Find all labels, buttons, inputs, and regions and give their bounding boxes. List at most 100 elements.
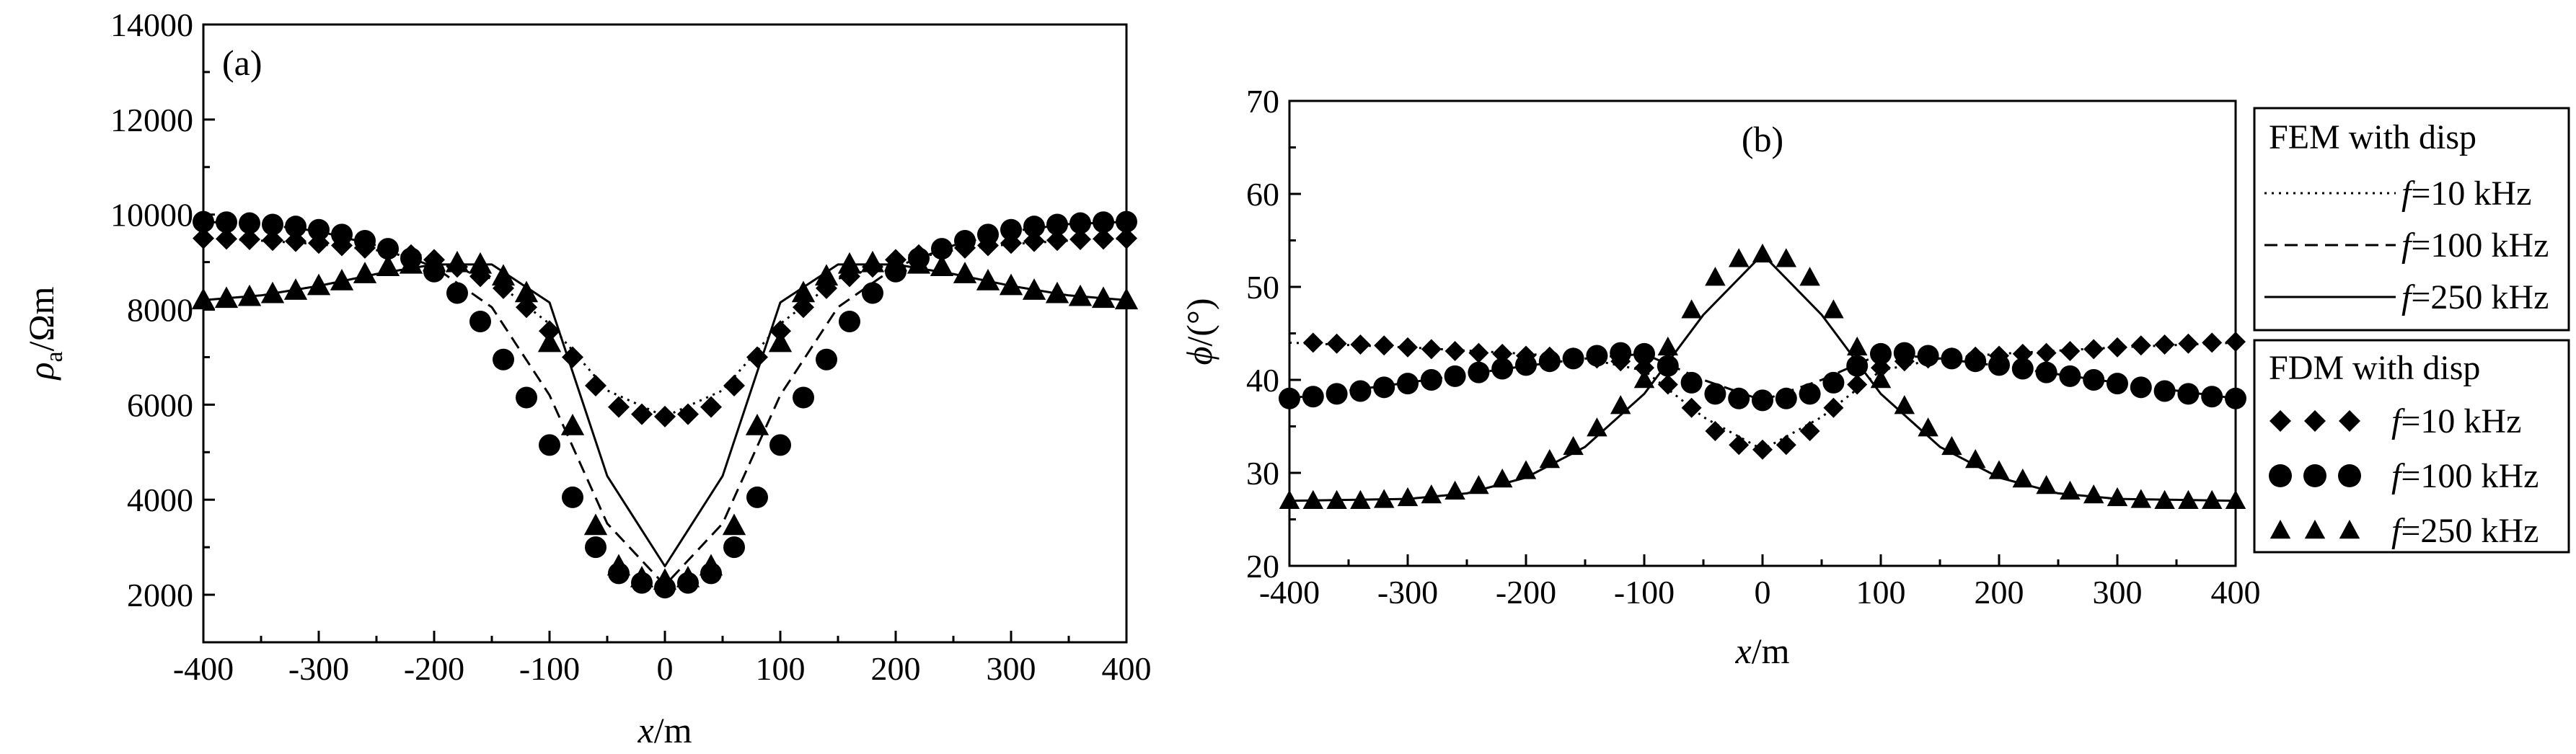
panel-a-fdm-diamond-marker	[608, 396, 630, 418]
panel-a-fdm-circle-marker	[1116, 210, 1137, 233]
panel-b-fdm-triangle-marker	[1894, 395, 1915, 414]
panel-b-fdm-triangle-marker	[1539, 448, 1561, 469]
panel-b-fdm-diamond-marker	[1847, 374, 1868, 395]
panel-a-fdm-triangle-marker	[283, 278, 308, 300]
panel-b-fdm-diamond-marker	[1681, 397, 1702, 418]
panel-a-fdm-triangle-marker	[191, 288, 216, 310]
panel-a-fdm-circle-marker	[493, 348, 514, 371]
legend-fem-box	[2253, 107, 2570, 332]
panel-a-fdm-circle-marker	[239, 212, 260, 234]
panel-a-fdm-circle-marker	[516, 386, 537, 409]
panel-a-fdm-circle-marker	[862, 282, 883, 304]
panel-b-fdm-triangle-marker	[1918, 417, 1938, 437]
panel-b-fdm-diamond-marker	[1302, 332, 1323, 353]
panel-b-fdm-circle-marker	[1704, 383, 1726, 405]
panel-a-fdm-circle-marker	[1000, 218, 1022, 241]
panel-b-fdm-circle-marker	[2177, 383, 2200, 405]
panel-a-chart: -400 -300 -200 -100 0 100 200 300 400 2000 4000 60…	[21, 6, 1152, 750]
panel-a-fdm-diamond-marker	[677, 403, 699, 425]
panel-a-fdm-triangle-marker	[214, 286, 239, 309]
panel-a-fdm-circle-marker	[1023, 216, 1045, 238]
panel-b-fdm-circle-marker	[1988, 354, 2010, 376]
panel-a-x-tick-label: 300	[987, 650, 1036, 687]
panel-b-x-tick-label: 300	[2093, 574, 2143, 611]
panel-b-fdm-circle-marker	[1633, 342, 1655, 365]
panel-a-y-tick-label: 6000	[127, 386, 193, 423]
panel-b-fdm-triangle-marker	[1799, 267, 1820, 286]
panel-a-fdm-triangle-marker	[583, 513, 608, 536]
panel-b-fdm-triangle-marker	[1444, 480, 1465, 500]
panel-b-fdm-triangle-marker	[2036, 475, 2057, 494]
panel-a-fdm-triangle-marker	[860, 250, 885, 272]
panel-a-fdm-triangle-marker	[353, 262, 377, 283]
panel-b-fdm-diamond-marker	[1729, 435, 1750, 456]
panel-a-fdm-circle-marker	[793, 386, 814, 409]
panel-b-x-tick-label: -400	[1259, 574, 1320, 611]
panel-a-fdm-circle-marker	[977, 223, 999, 246]
panel-b-y-tick-label: 30	[1246, 455, 1279, 492]
panel-b-x-tick-label: -200	[1496, 574, 1556, 611]
panel-b-fdm-triangle-marker	[1563, 435, 1584, 456]
panel-b-chart: -400 -300 -200 -100 0 100 200 300 400 20 30 40 50 60…	[1179, 83, 2261, 671]
panel-b-x-tick-label: 0	[1755, 574, 1771, 611]
panel-b-fdm-triangle-marker	[1421, 484, 1442, 504]
panel-a-fdm-diamond-marker	[654, 405, 676, 427]
panel-a-fdm-circle-marker	[377, 238, 399, 260]
panel-b-fdm-circle-marker	[2201, 386, 2223, 408]
panel-b-fdm-triangle-marker	[2225, 489, 2246, 509]
panel-a-fdm-circle-marker	[446, 282, 468, 304]
panel-a-fdm-circle-marker	[331, 223, 353, 246]
panel-a-fdm-circle-marker	[539, 434, 560, 456]
panel-b-y-tick-label: 60	[1246, 176, 1279, 213]
panel-b-fdm-triangle-marker	[2130, 489, 2152, 508]
panel-b-fdm-circle-marker	[1610, 342, 1632, 364]
panel-b-x-tick-label: -100	[1614, 574, 1675, 611]
panel-b-fdm-diamond-marker	[2130, 335, 2151, 356]
panel-a-fdm-diamond-marker	[585, 375, 606, 397]
panel-a-fdm-circle-marker	[193, 210, 214, 233]
panel-b-fdm-triangle-marker	[1988, 460, 2010, 479]
panel-b-fdm-circle-marker	[1373, 376, 1395, 399]
panel-b-fdm-circle-marker	[1870, 342, 1892, 365]
panel-b-fdm-diamond-marker	[2202, 332, 2223, 353]
panel-b-fdm-markers	[1279, 243, 2246, 509]
panel-b-fdm-circle-marker	[1491, 358, 1514, 380]
panel-b-fdm-triangle-marker	[1870, 369, 1892, 389]
panel-a-fdm-diamond-marker	[746, 346, 768, 368]
panel-b-fdm-triangle-marker	[2107, 487, 2128, 507]
panel-b-fdm-diamond-marker	[1752, 439, 1773, 460]
panel-a-fdm-triangle-marker	[630, 566, 654, 587]
panel-b-fdm-triangle-marker	[1657, 336, 1679, 356]
panel-a-x-tick-label: 0	[657, 650, 674, 687]
panel-a-fdm-circle-marker	[816, 348, 837, 371]
panel-b-fdm-triangle-marker	[1823, 299, 1844, 319]
panel-a-fdm-diamond-marker	[216, 228, 237, 250]
panel-a-fdm-triangle-marker	[768, 330, 793, 352]
panel-a-fdm-circle-marker	[285, 216, 306, 238]
panel-a-y-ticks: 2000 4000 6000 8000 10000 12000 14000	[110, 6, 215, 644]
panel-a-fdm-circle-marker	[308, 218, 330, 241]
panel-b-y-ticks: 20 30 40 50 60 70	[1246, 83, 1301, 585]
panel-a-y-tick-label: 10000	[110, 197, 193, 234]
panel-a-label: (a)	[222, 43, 263, 83]
panel-b-fdm-circle-marker	[1397, 373, 1419, 395]
panel-b-fdm-triangle-marker	[1587, 417, 1607, 437]
panel-a-fdm-diamond-marker	[239, 228, 260, 250]
panel-b-fdm-diamond-marker	[1350, 334, 1371, 355]
panel-a-fdm-triangle-marker	[791, 280, 816, 303]
panel-b-label: (b)	[1742, 119, 1783, 159]
panel-a-fdm-circle-marker	[1093, 211, 1114, 234]
panel-a-fdm-circle-marker	[469, 311, 491, 333]
panel-b-fdm-circle-marker	[1326, 383, 1348, 405]
panel-a-fdm-circle-marker	[562, 486, 583, 508]
panel-b-fdm-circle-marker	[1680, 371, 1703, 394]
panel-b-fdm-circle-marker	[2153, 380, 2176, 402]
panel-a-fdm-diamond-marker	[631, 403, 653, 425]
panel-b-fdm-circle-marker	[1822, 371, 1845, 394]
panel-b-fdm-circle-marker	[1538, 350, 1561, 373]
panel-b-x-tick-label: -300	[1377, 574, 1438, 611]
panel-a-fdm-triangle-marker	[306, 273, 331, 296]
panel-a-fdm-diamond-marker	[1093, 228, 1114, 250]
panel-a-y-tick-label: 14000	[110, 6, 193, 43]
